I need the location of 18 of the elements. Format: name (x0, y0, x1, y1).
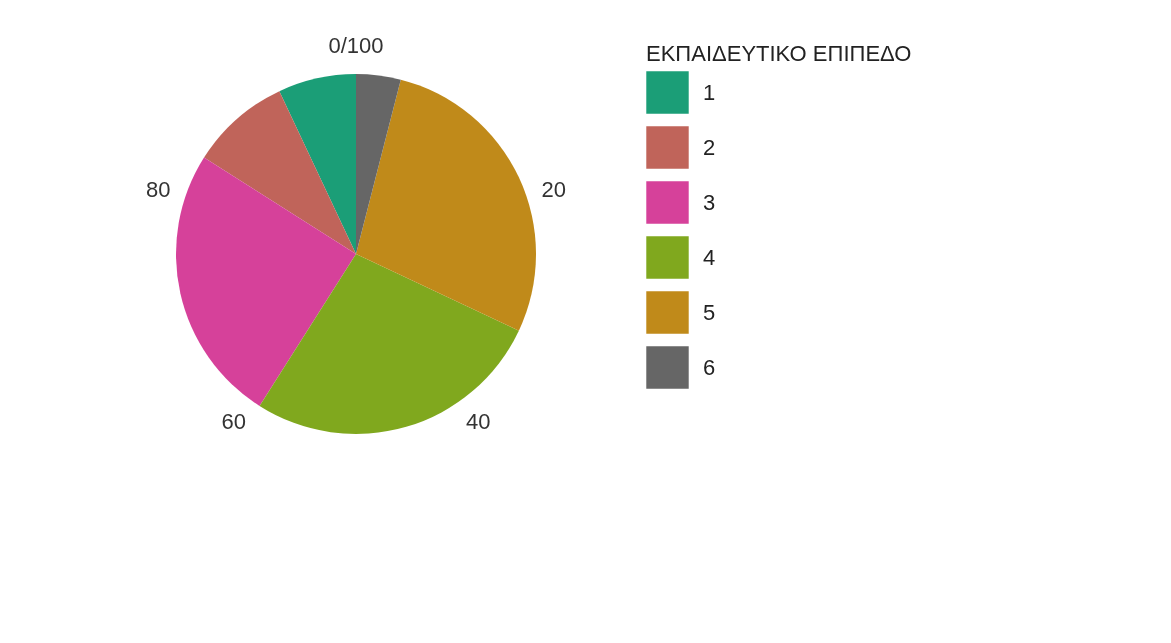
legend-label: 2 (703, 134, 716, 160)
text: 20 (541, 176, 567, 202)
pie-slice (356, 74, 401, 254)
legend-title: ΕΚΠΑΙΔΕΥΤΙΚΟ ΕΠΙΠΕΔΟ (646, 41, 912, 66)
pie-slice (356, 79, 536, 331)
legend-label: 4 (703, 244, 716, 270)
text: 80 (145, 176, 171, 202)
pie-slice (279, 74, 356, 254)
pie-slice (176, 157, 356, 406)
legend-label: 3 (703, 189, 716, 215)
legend-label: 1 (703, 79, 716, 105)
pie-slice (259, 254, 519, 434)
text: 40 (466, 409, 491, 435)
pie-slice (204, 91, 356, 254)
legend-label: 5 (703, 299, 716, 325)
text: 60 (221, 409, 246, 435)
text: 0/100 (328, 33, 384, 58)
legend-label: 6 (703, 354, 716, 380)
